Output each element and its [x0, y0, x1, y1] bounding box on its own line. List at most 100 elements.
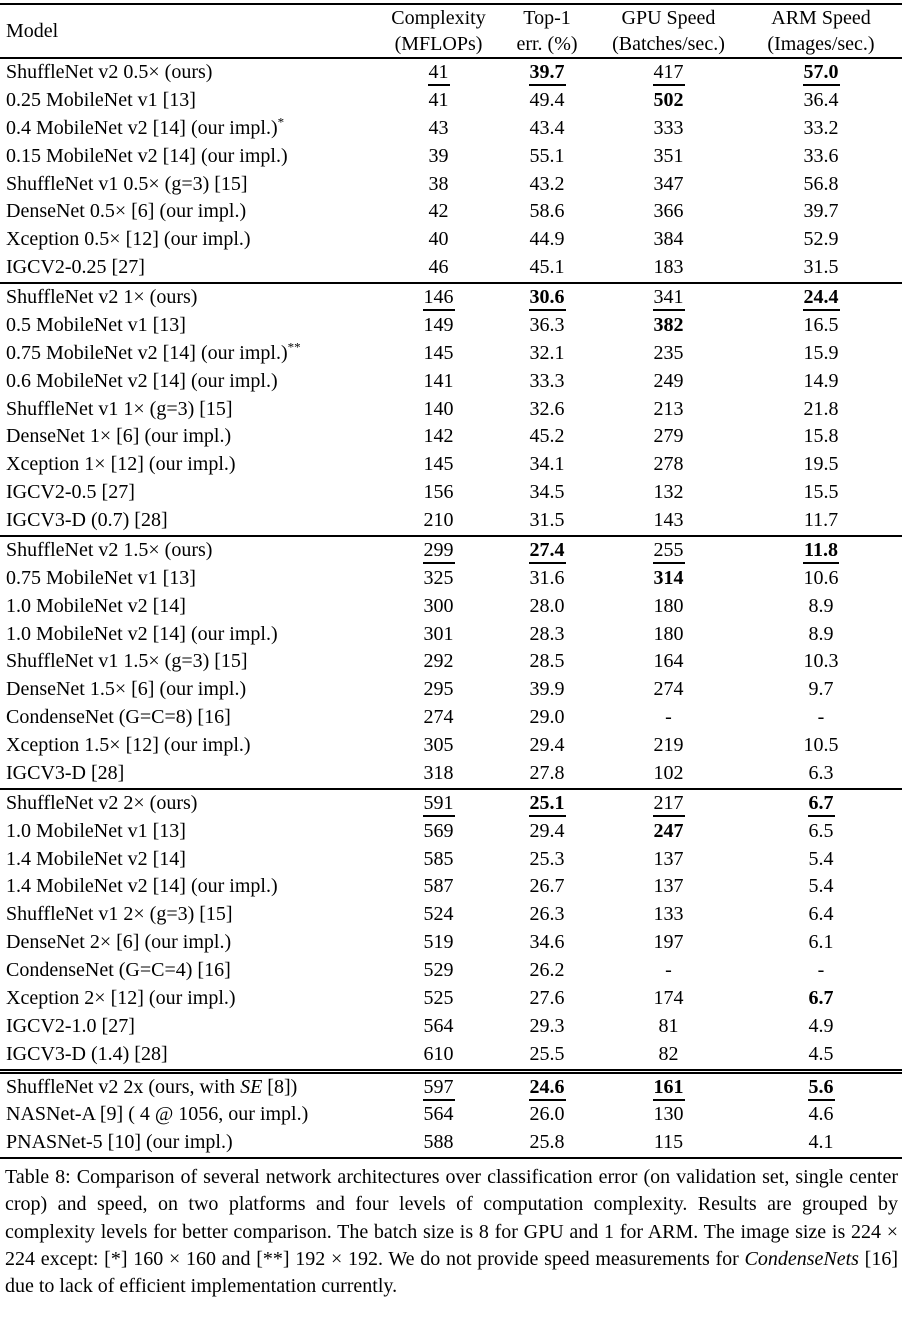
- cell-value: 115: [653, 1131, 684, 1154]
- cell-value: 29.4: [529, 734, 565, 756]
- table-row: ShuffleNet v1 1× (g=3) [15] 140 32.6 213 21.…: [0, 396, 902, 424]
- model-cell: ShuffleNet v2 1× (ours): [0, 283, 380, 312]
- cell-value: 142: [423, 425, 454, 448]
- cell-value: 26.3: [529, 903, 565, 926]
- model-cell: 0.6 MobileNet v2 [14] (our impl.): [0, 368, 380, 396]
- value-cell: 11.8: [740, 536, 902, 565]
- model-name-text: ShuffleNet v1 1× (g=3) [15]: [6, 397, 233, 420]
- value-cell: 31.6: [497, 565, 597, 593]
- cell-value: 146: [422, 286, 455, 311]
- value-cell: 145: [380, 340, 497, 368]
- table-row: IGCV3-D [28] 318 27.8 102 6.3: [0, 760, 902, 789]
- cell-value: 38: [428, 172, 449, 195]
- value-cell: 41: [380, 58, 497, 87]
- model-cell: Xception 1.5× [12] (our impl.): [0, 732, 380, 760]
- cell-value: 28.5: [529, 650, 565, 673]
- value-cell: 314: [597, 565, 740, 593]
- cell-value: 143: [653, 509, 684, 531]
- table-header: Model Complexity (MFLOPs) Top-1 err. (%)…: [0, 4, 902, 58]
- value-cell: 27.4: [497, 536, 597, 565]
- cell-value: 145: [423, 453, 454, 476]
- value-cell: 217: [597, 789, 740, 818]
- value-cell: 585: [380, 846, 497, 874]
- table-row: 0.75 MobileNet v2 [14] (our impl.)** 145 3…: [0, 340, 902, 368]
- col-header-model: Model: [6, 19, 59, 42]
- value-cell: 25.8: [497, 1129, 597, 1158]
- model-name-text: PNASNet-5 [10] (our impl.): [6, 1131, 233, 1154]
- cell-value: -: [665, 959, 672, 981]
- value-cell: 274: [597, 676, 740, 704]
- cell-value: 366: [653, 200, 684, 223]
- value-cell: 174: [597, 985, 740, 1013]
- value-cell: 502: [597, 87, 740, 115]
- table-row: DenseNet 0.5× [6] (our impl.) 42 58.6 366 39…: [0, 198, 902, 226]
- table-row: IGCV2-0.5 [27] 156 34.5 132 15.5: [0, 479, 902, 507]
- value-cell: 39: [380, 143, 497, 171]
- model-name-text: CondenseNet (G=C=8) [16]: [6, 706, 231, 729]
- table-caption: Table 8: Comparison of several network a…: [5, 1164, 898, 1300]
- cell-value: 39.9: [529, 678, 565, 701]
- cell-value: 10.6: [803, 566, 839, 589]
- model-cell: IGCV2-1.0 [27]: [0, 1013, 380, 1041]
- model-cell: 0.5 MobileNet v1 [13]: [0, 312, 380, 340]
- table-row: 1.0 MobileNet v2 [14] (our impl.) 301 28.3…: [0, 621, 902, 649]
- cell-value: 347: [653, 172, 684, 195]
- model-cell: ShuffleNet v2 2× (ours): [0, 789, 380, 818]
- value-cell: 219: [597, 732, 740, 760]
- value-cell: 10.3: [740, 648, 902, 676]
- value-cell: 40: [380, 226, 497, 254]
- header-line1: Top-1: [523, 7, 571, 29]
- value-cell: -: [597, 957, 740, 985]
- cell-value: 524: [423, 903, 454, 926]
- model-name-text: DenseNet 1.5× [6] (our impl.): [6, 678, 247, 701]
- cell-value: 27.6: [529, 986, 565, 1009]
- value-cell: 247: [597, 818, 740, 846]
- cell-value: 4.1: [808, 1131, 834, 1154]
- table-row: DenseNet 2× [6] (our impl.) 519 34.6 197 6.1: [0, 929, 902, 957]
- col-header-gpu-speed: GPU Speed (Batches/sec.): [597, 4, 740, 58]
- value-cell: 137: [597, 846, 740, 874]
- cell-value: 133: [653, 903, 684, 926]
- value-cell: 46: [380, 254, 497, 283]
- cell-value: 6.1: [808, 931, 834, 954]
- model-name-text: IGCV3-D (1.4) [28]: [6, 1042, 168, 1065]
- model-name-text: 1.0 MobileNet v2 [14] (our impl.): [6, 622, 278, 645]
- value-cell: 43.2: [497, 171, 597, 199]
- value-cell: 213: [597, 396, 740, 424]
- model-cell: 1.0 MobileNet v2 [14]: [0, 593, 380, 621]
- model-cell: IGCV3-D (1.4) [28]: [0, 1041, 380, 1071]
- model-name-text: IGCV3-D [28]: [6, 761, 125, 784]
- cell-value: 137: [653, 875, 684, 898]
- value-cell: -: [740, 704, 902, 732]
- cell-value: 525: [423, 986, 454, 1009]
- model-name-text: ShuffleNet v1 2× (g=3) [15]: [6, 903, 233, 926]
- value-cell: 292: [380, 648, 497, 676]
- model-name-text: IGCV2-0.25 [27]: [6, 256, 145, 279]
- model-cell: 0.15 MobileNet v2 [14] (our impl.): [0, 143, 380, 171]
- table-row: CondenseNet (G=C=8) [16] 274 29.0 - -: [0, 704, 902, 732]
- value-cell: 305: [380, 732, 497, 760]
- cell-value: 24.4: [802, 286, 840, 311]
- cell-value: 42: [428, 200, 449, 223]
- model-cell: IGCV3-D (0.7) [28]: [0, 507, 380, 536]
- model-cell: 1.4 MobileNet v2 [14]: [0, 846, 380, 874]
- cell-value: -: [817, 706, 825, 729]
- model-name-text: ShuffleNet v2 1.5× (ours): [6, 538, 213, 561]
- model-name-text: ShuffleNet v2 0.5× (ours): [6, 61, 213, 83]
- cell-value: 4.6: [808, 1103, 834, 1126]
- value-cell: 33.3: [497, 368, 597, 396]
- cell-value: 279: [653, 425, 684, 448]
- cell-value: -: [817, 959, 825, 981]
- cell-value: 49.4: [529, 88, 565, 111]
- value-cell: 39.9: [497, 676, 597, 704]
- model-cell: CondenseNet (G=C=4) [16]: [0, 957, 380, 985]
- cell-value: 28.3: [529, 622, 565, 645]
- col-header-complexity: Complexity (MFLOPs): [380, 4, 497, 58]
- cell-value: 295: [423, 678, 454, 701]
- model-name-text: DenseNet 0.5× [6] (our impl.): [6, 200, 247, 223]
- value-cell: 140: [380, 396, 497, 424]
- value-cell: 301: [380, 621, 497, 649]
- value-cell: 8.9: [740, 593, 902, 621]
- value-cell: 56.8: [740, 171, 902, 199]
- cell-value: 351: [653, 144, 684, 167]
